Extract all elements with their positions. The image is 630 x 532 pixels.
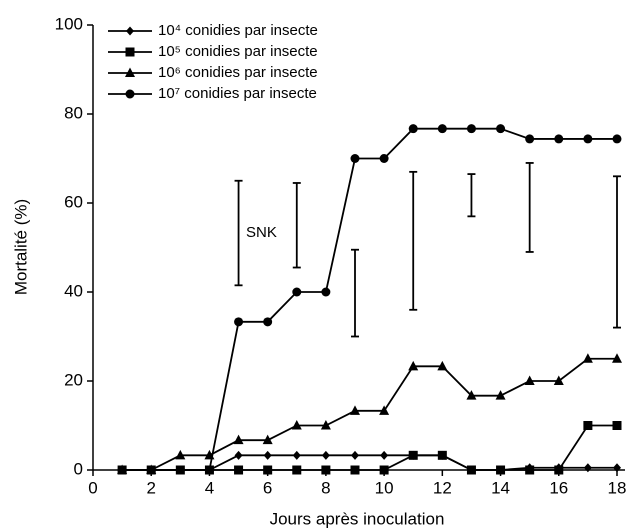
- marker: [350, 154, 360, 163]
- series-line: [122, 357, 617, 471]
- x-axis-label: Jours après inoculation: [270, 509, 445, 528]
- x-tick-label: 16: [549, 478, 568, 497]
- y-tick-label: 20: [64, 370, 83, 389]
- marker: [613, 463, 621, 473]
- marker: [292, 287, 302, 297]
- marker: [146, 465, 156, 475]
- x-tick-label: 14: [491, 478, 510, 497]
- marker: [496, 124, 506, 134]
- marker: [234, 450, 243, 460]
- y-axis-label: Mortalité (%): [11, 199, 30, 295]
- marker: [351, 450, 359, 460]
- marker: [204, 465, 214, 475]
- marker: [612, 353, 622, 363]
- marker: [408, 360, 419, 371]
- x-tick-label: 6: [263, 478, 272, 497]
- series-line: [122, 454, 617, 471]
- snk-bar: [234, 179, 243, 287]
- marker: [292, 465, 302, 475]
- marker: [437, 124, 447, 134]
- x-tick-label: 10: [375, 478, 394, 497]
- legend-label: 10⁶ conidies par insecte: [158, 64, 318, 81]
- marker: [582, 353, 593, 363]
- marker: [321, 465, 331, 475]
- marker: [263, 450, 272, 460]
- annotation: SNK: [246, 224, 277, 241]
- legend-label: 10⁵ conidies par insecte: [158, 43, 318, 60]
- legend-marker: [125, 89, 135, 99]
- legend-label: 10⁷ conidies par insecte: [158, 85, 317, 102]
- marker: [583, 463, 592, 473]
- legend-marker: [125, 47, 135, 57]
- marker: [612, 421, 622, 430]
- x-tick-label: 18: [608, 478, 627, 497]
- marker: [379, 154, 389, 163]
- marker: [525, 134, 535, 144]
- marker: [437, 360, 448, 371]
- marker: [292, 450, 301, 460]
- marker: [263, 317, 273, 327]
- legend-marker: [125, 67, 135, 77]
- marker: [175, 465, 185, 475]
- marker: [379, 405, 390, 415]
- x-tick-label: 2: [146, 478, 155, 497]
- marker: [524, 375, 535, 385]
- marker: [380, 450, 389, 460]
- marker: [117, 465, 127, 475]
- marker: [583, 421, 593, 430]
- marker: [554, 134, 564, 144]
- y-tick-label: 40: [64, 281, 83, 300]
- marker: [466, 465, 476, 475]
- snk-bar: [409, 170, 418, 311]
- x-tick-label: 8: [321, 478, 330, 497]
- snk-bar: [351, 248, 359, 338]
- marker: [263, 465, 273, 475]
- snk-bar: [292, 182, 301, 269]
- marker: [291, 420, 302, 430]
- marker: [466, 124, 476, 134]
- marker: [495, 390, 506, 400]
- y-tick-label: 100: [55, 14, 83, 33]
- marker: [583, 134, 593, 144]
- marker: [496, 465, 506, 475]
- snk-bar: [613, 175, 621, 329]
- marker: [437, 450, 447, 460]
- x-tick-label: 4: [205, 478, 214, 497]
- legend-marker: [126, 26, 134, 36]
- legend-label: 10⁴ conidies par insecte: [158, 22, 318, 39]
- marker: [525, 465, 535, 475]
- marker: [262, 434, 273, 445]
- marker: [379, 465, 389, 475]
- series-line: [122, 127, 617, 471]
- marker: [175, 449, 186, 460]
- marker: [408, 450, 418, 460]
- marker: [234, 317, 244, 327]
- marker: [233, 434, 244, 445]
- marker: [554, 465, 564, 475]
- marker: [408, 124, 418, 134]
- snk-bar: [525, 162, 534, 253]
- x-tick-label: 0: [88, 478, 97, 497]
- series-line: [122, 424, 617, 471]
- marker: [553, 375, 564, 385]
- marker: [612, 134, 622, 144]
- marker: [321, 287, 331, 297]
- y-tick-label: 0: [74, 459, 83, 478]
- marker: [234, 465, 244, 475]
- y-tick-label: 60: [64, 192, 83, 211]
- snk-bar: [467, 173, 476, 218]
- y-tick-label: 80: [64, 103, 83, 122]
- marker: [320, 420, 331, 430]
- marker: [350, 465, 360, 475]
- marker: [321, 450, 330, 460]
- marker: [466, 390, 477, 400]
- x-tick-label: 12: [433, 478, 452, 497]
- marker: [350, 405, 360, 415]
